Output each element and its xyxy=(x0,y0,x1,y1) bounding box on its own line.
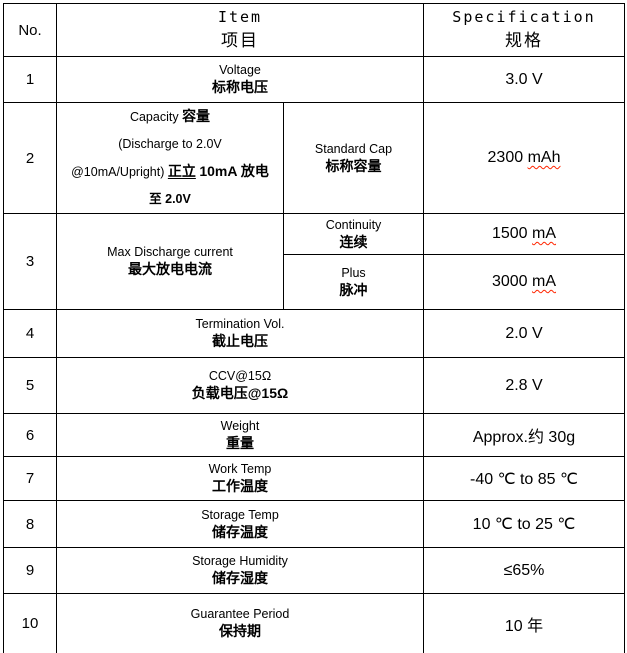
header-spec-label-en: Specification xyxy=(452,8,596,26)
subitem-label-zh: 标称容量 xyxy=(325,157,382,174)
item-label-zh: 工作温度 xyxy=(212,478,268,494)
row-voltage: 1 Voltage 标称电压 3.0 V xyxy=(3,56,625,103)
item-label-zh: 储存温度 xyxy=(212,523,268,540)
item-label-zh: 储存湿度 xyxy=(212,570,268,586)
item-label-en: Weight xyxy=(220,418,260,433)
row-weight: 6 Weight 重量 Approx.约 30g xyxy=(3,413,625,457)
subitem-cell-standard-cap: Standard Cap 标称容量 xyxy=(283,102,424,214)
item-cell-storage-temp: Storage Temp 储存温度 xyxy=(56,500,424,548)
item-cell-guarantee: Guarantee Period 保持期 xyxy=(56,593,424,653)
spec-value: ≤65% xyxy=(423,547,625,594)
row-number: 2 xyxy=(3,102,57,214)
row-number: 9 xyxy=(3,547,57,594)
item-label-zh: 标称电压 xyxy=(212,79,268,95)
header-spec-label-zh: 规格 xyxy=(505,31,543,50)
header-item-label-en: Item xyxy=(217,8,263,26)
row-storage-temp: 8 Storage Temp 储存温度 10 ℃ to 25 ℃ xyxy=(3,500,625,548)
spec-number: 1500 xyxy=(491,225,528,242)
capacity-condition-zh-underlined: 正立 xyxy=(167,163,196,179)
row-number: 3 xyxy=(3,213,57,310)
subitem-label-en: Standard Cap xyxy=(314,141,393,156)
row-number: 7 xyxy=(3,456,57,501)
row-number: 4 xyxy=(3,309,57,358)
row-max-discharge-pulse: Plus 脉冲 3000 mA xyxy=(4,254,625,310)
header-item-cell: Item 项目 xyxy=(56,3,424,57)
item-label-en: Guarantee Period xyxy=(190,607,290,621)
spec-value-pulse: 3000 mA xyxy=(423,254,625,310)
item-label-en: Storage Temp xyxy=(201,507,279,522)
item-label-en: Voltage xyxy=(219,63,261,77)
spec-value: 2.0 V xyxy=(423,309,625,358)
item-label-zh: 负载电压@15Ω xyxy=(191,385,289,401)
subitem-label-zh: 脉冲 xyxy=(339,281,368,298)
row-number: 5 xyxy=(3,357,57,414)
row-work-temp: 7 Work Temp 工作温度 -40 ℃ to 85 ℃ xyxy=(3,456,625,501)
capacity-label-en: Capacity xyxy=(129,110,179,124)
row-number: 1 xyxy=(3,56,57,103)
row-termination-voltage: 4 Termination Vol. 截止电压 2.0 V xyxy=(3,309,625,358)
row-max-discharge-continuity: 3 Max Discharge current 最大放电电流 Continuit… xyxy=(3,213,625,310)
header-row: No. Item 项目 Specification 规格 xyxy=(3,3,625,57)
row-number: 6 xyxy=(3,413,57,457)
spec-number: 2300 xyxy=(487,149,524,166)
header-no-label: No. xyxy=(18,21,42,39)
capacity-condition-line3: 至 2.0V xyxy=(149,192,191,206)
header-item-label-zh: 项目 xyxy=(221,31,259,50)
subitem-label-en: Continuity xyxy=(325,217,382,232)
subitem-label-zh: 连续 xyxy=(339,233,368,250)
spec-number: 3000 xyxy=(491,273,528,290)
spec-unit-misspelled: mA xyxy=(532,273,557,290)
item-label-zh: 保持期 xyxy=(219,623,261,639)
item-cell-max-discharge: Max Discharge current 最大放电电流 xyxy=(56,213,284,310)
capacity-condition-line1: (Discharge to 2.0V xyxy=(118,137,222,151)
header-no-cell: No. xyxy=(3,3,57,57)
subitem-label-en: Plus xyxy=(341,265,366,280)
spec-value: 10 ℃ to 25 ℃ xyxy=(423,500,625,548)
spec-value-capacity: 2300 mAh xyxy=(423,102,625,214)
spec-unit-misspelled: mA xyxy=(532,225,557,242)
spec-unit-misspelled: mAh xyxy=(527,149,561,166)
spec-value: -40 ℃ to 85 ℃ xyxy=(423,456,625,501)
row-ccv: 5 CCV@15Ω 负载电压@15Ω 2.8 V xyxy=(3,357,625,414)
row-guarantee-period: 10 Guarantee Period 保持期 10 年 xyxy=(3,593,625,653)
battery-spec-table: No. Item 项目 Specification 规格 1 Voltage 标… xyxy=(3,3,625,653)
item-label-en: Work Temp xyxy=(208,462,272,476)
item-cell-work-temp: Work Temp 工作温度 xyxy=(56,456,424,501)
item-cell-weight: Weight 重量 xyxy=(56,413,424,457)
subitem-cell-pulse: Plus 脉冲 xyxy=(283,254,424,310)
item-cell-ccv: CCV@15Ω 负载电压@15Ω xyxy=(56,357,424,414)
item-cell-storage-humidity: Storage Humidity 储存湿度 xyxy=(56,547,424,594)
item-cell-voltage: Voltage 标称电压 xyxy=(56,56,424,103)
item-label-zh: 最大放电电流 xyxy=(128,261,212,277)
item-label-en: Max Discharge current xyxy=(107,245,233,259)
item-cell-capacity: Capacity 容量 (Discharge to 2.0V @10mA/Upr… xyxy=(56,102,284,214)
item-label-en: Storage Humidity xyxy=(192,554,288,568)
spec-value: 3.0 V xyxy=(423,56,625,103)
item-label-zh: 截止电压 xyxy=(212,333,268,349)
row-number: 8 xyxy=(3,500,57,548)
row-capacity: 2 Capacity 容量 (Discharge to 2.0V @10mA/U… xyxy=(3,102,625,214)
row-number: 10 xyxy=(3,593,57,653)
capacity-label-zh: 容量 xyxy=(182,108,211,124)
spec-value: 2.8 V xyxy=(423,357,625,414)
item-label-zh: 重量 xyxy=(226,434,254,451)
row-storage-humidity: 9 Storage Humidity 储存湿度 ≤65% xyxy=(3,547,625,594)
item-label-en: Termination Vol. xyxy=(195,317,285,331)
subitem-cell-continuity: Continuity 连续 xyxy=(283,213,424,255)
item-label-en: CCV@15Ω xyxy=(208,369,272,383)
spec-value: 10 年 xyxy=(423,593,625,653)
capacity-condition-zh-bold: 10mA 放电 xyxy=(199,163,269,179)
header-spec-cell: Specification 规格 xyxy=(423,3,625,57)
spec-value-continuity: 1500 mA xyxy=(423,213,625,255)
spec-value: Approx.约 30g xyxy=(423,413,625,457)
capacity-condition-line2: @10mA/Upright) xyxy=(71,165,165,179)
item-cell-termination: Termination Vol. 截止电压 xyxy=(56,309,424,358)
